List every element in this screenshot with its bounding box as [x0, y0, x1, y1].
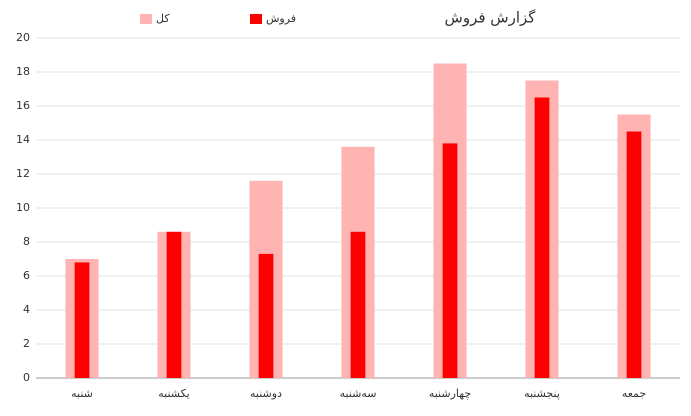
bar — [258, 253, 274, 378]
bar — [166, 231, 182, 378]
y-tick-label: 16 — [16, 99, 30, 112]
x-tick-label: پنجشنبه — [524, 387, 560, 400]
bar — [534, 97, 550, 378]
y-tick-label: 18 — [16, 65, 30, 78]
y-tick-label: 4 — [23, 303, 30, 316]
bar — [350, 231, 366, 378]
bar — [442, 143, 458, 378]
y-tick-label: 20 — [16, 31, 30, 44]
y-tick-label: 10 — [16, 201, 30, 214]
legend-label: فروش — [266, 12, 296, 25]
plot-area: 0 2 4 6 8 10 12 14 16 18 20 شنبه یکشنبه دوشنبه سه‌شنبه… — [16, 12, 680, 400]
y-tick-label: 14 — [16, 133, 30, 146]
y-tick-label: 0 — [23, 371, 30, 384]
bar — [74, 262, 90, 378]
y-tick-label: 8 — [23, 235, 30, 248]
x-tick-label: جمعه — [622, 387, 646, 400]
legend-label: کل — [156, 12, 170, 25]
legend-swatch — [250, 14, 262, 24]
x-tick-label: سه‌شنبه — [340, 387, 377, 400]
legend-swatch — [140, 14, 152, 24]
x-tick-label: یکشنبه — [158, 387, 190, 400]
chart-title: گزارش فروش — [445, 9, 537, 27]
x-tick-label: چهارشنبه — [429, 387, 471, 400]
y-tick-label: 2 — [23, 337, 30, 350]
y-tick-label: 6 — [23, 269, 30, 282]
x-tick-label: دوشنبه — [250, 387, 282, 400]
y-tick-label: 12 — [16, 167, 30, 180]
x-tick-label: شنبه — [71, 387, 93, 400]
bar — [626, 131, 642, 378]
